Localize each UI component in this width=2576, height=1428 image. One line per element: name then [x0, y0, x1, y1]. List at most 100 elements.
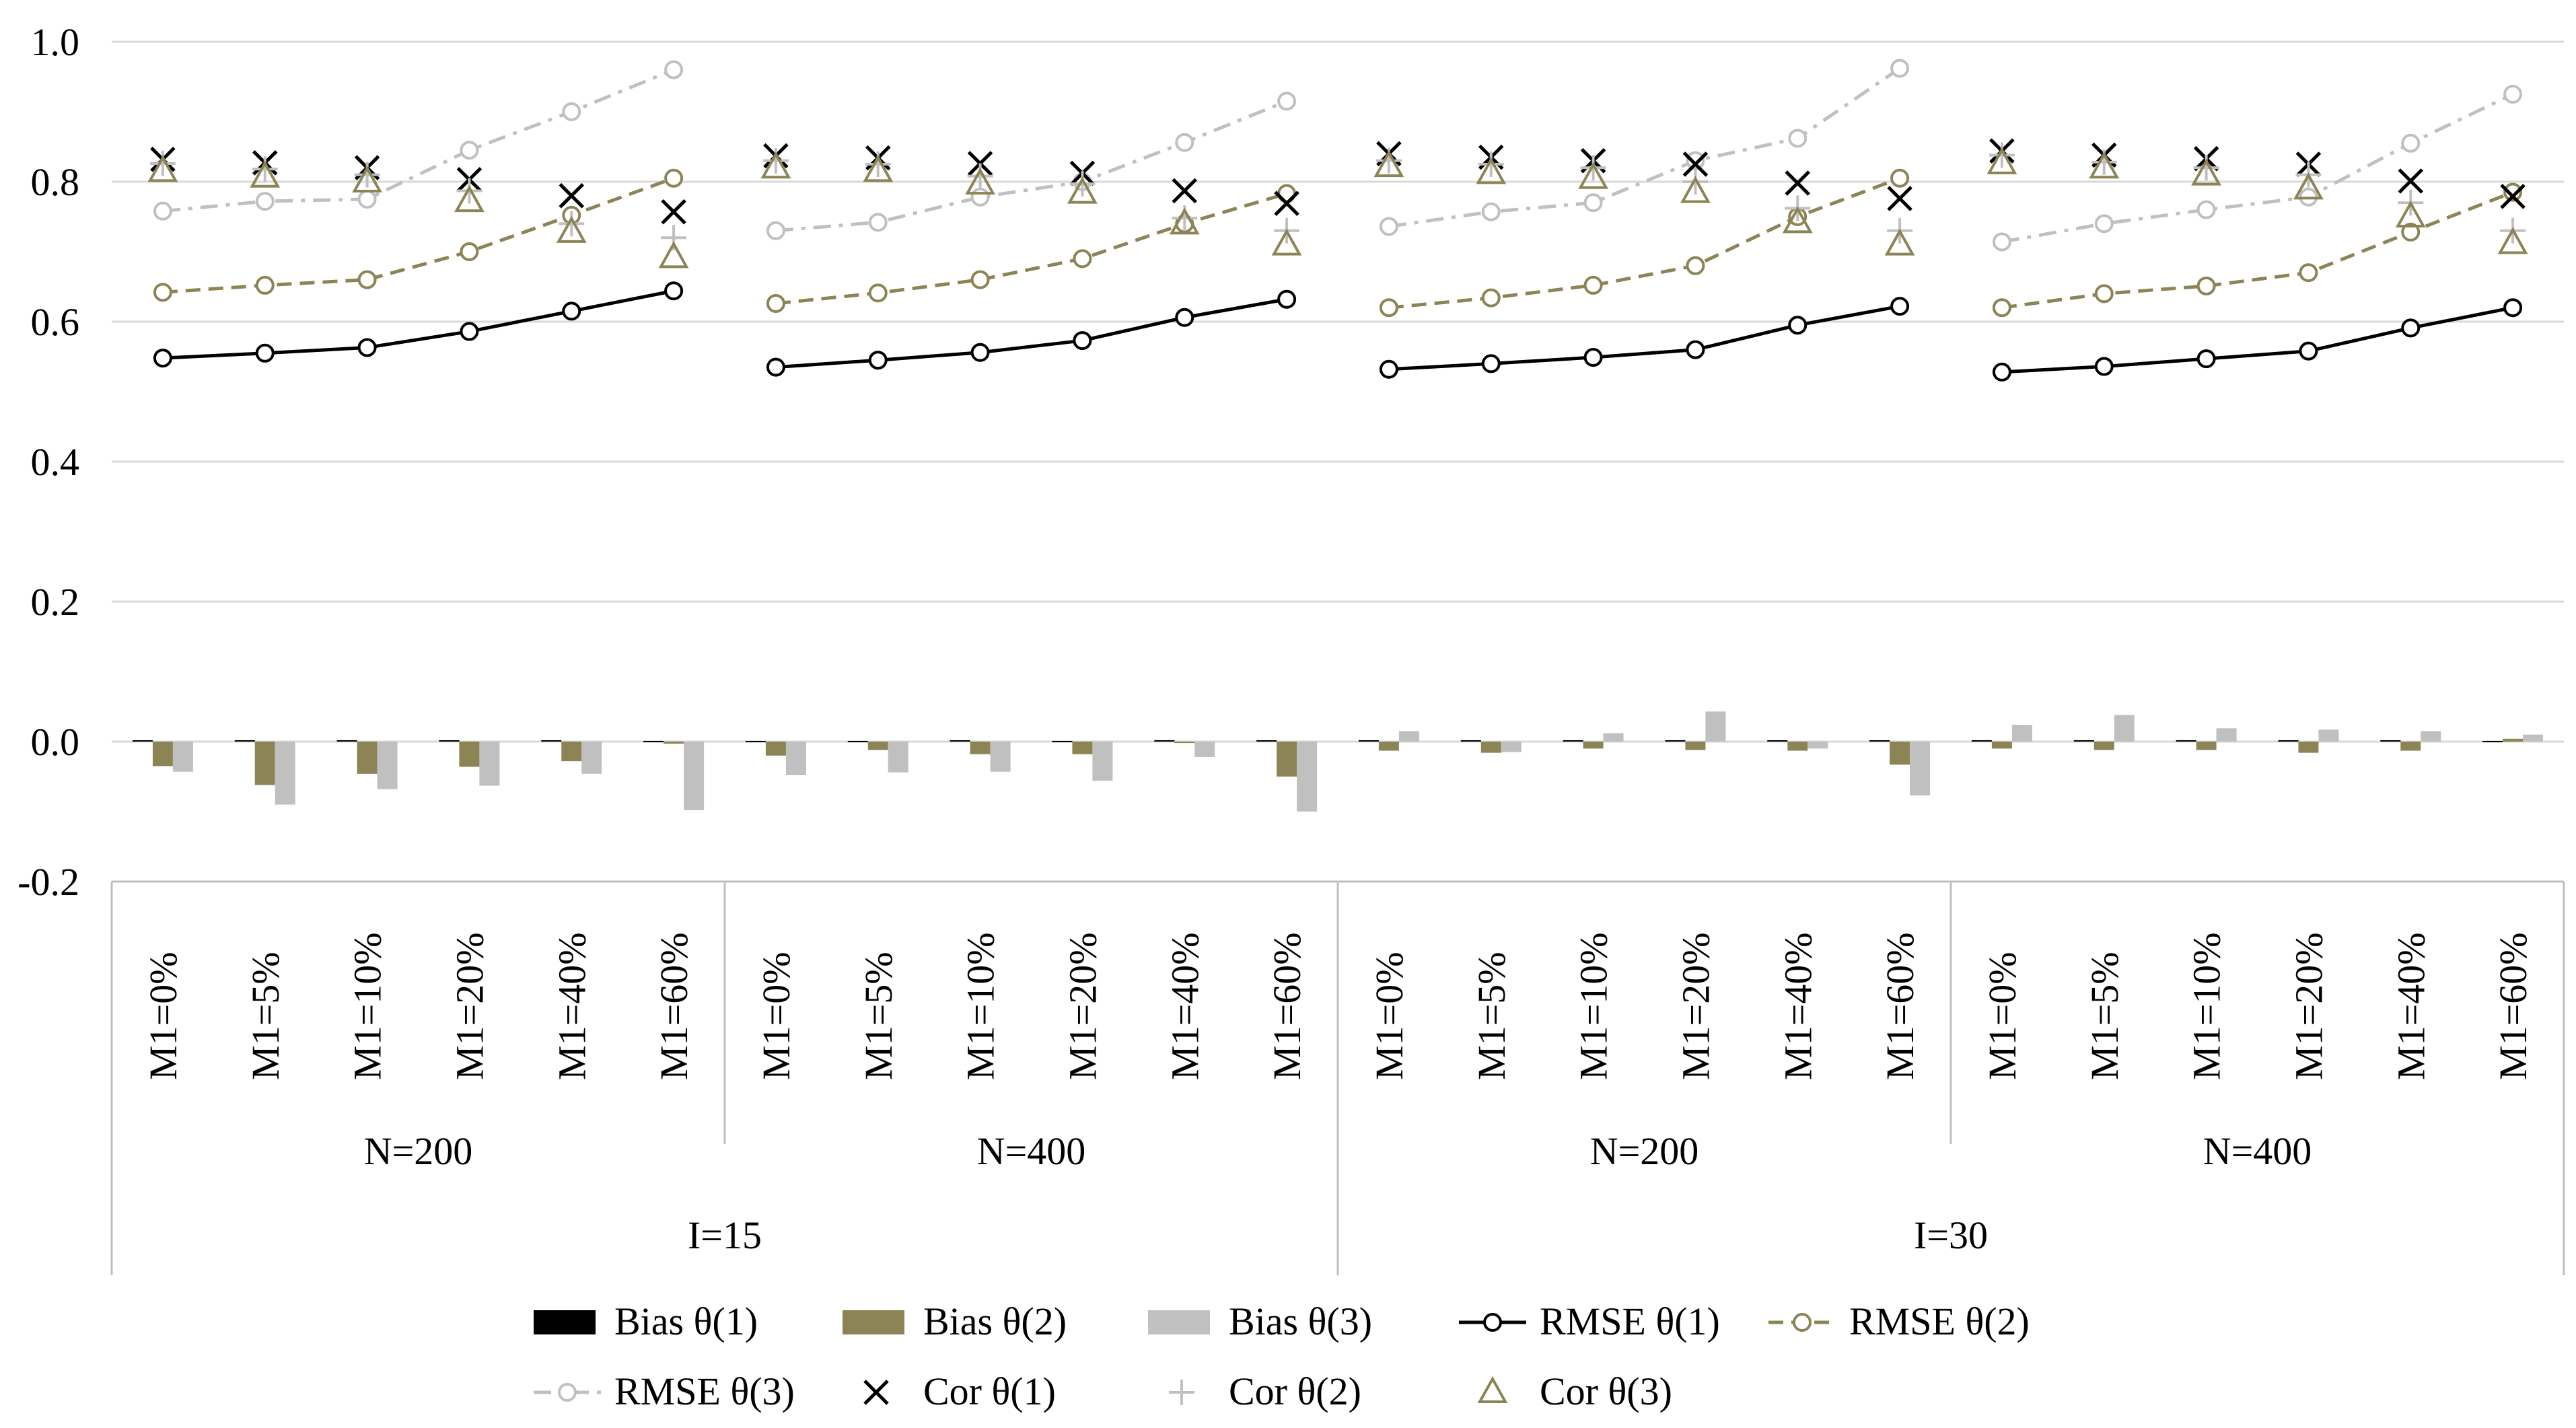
- bar-2: [2503, 738, 2524, 742]
- cor-point-plus: [1580, 155, 1606, 181]
- category-label: M1=40%: [1776, 932, 1820, 1080]
- bar-2: [1890, 742, 1910, 765]
- bar-3: [2011, 725, 2032, 742]
- line-point-4: [1686, 340, 1705, 359]
- line-point-6: [1992, 232, 2011, 252]
- legend-label: Cor θ(3): [1540, 1369, 1672, 1413]
- cor-point-x: [1172, 178, 1198, 204]
- cor-point-plus: [559, 211, 585, 237]
- cor-point-triangle: [2395, 200, 2426, 227]
- line-series-4: [775, 297, 1287, 369]
- series-markers: [147, 59, 2528, 382]
- cor-point-triangle: [1476, 157, 1507, 184]
- cor-point-triangle: [147, 155, 178, 182]
- bar-1: [1563, 740, 1583, 742]
- legend-marker: [863, 1380, 889, 1405]
- line-point-5: [664, 168, 684, 188]
- legend-label: Bias θ(2): [923, 1299, 1067, 1343]
- line-point-6: [255, 192, 275, 211]
- cor-point-plus: [1478, 151, 1504, 177]
- line-point-5: [766, 293, 785, 313]
- line-point-4: [1175, 308, 1194, 327]
- bar-2: [357, 742, 378, 774]
- legend-label: RMSE θ(2): [1849, 1299, 2030, 1343]
- legend-label: RMSE θ(3): [614, 1369, 795, 1413]
- bar-1: [1869, 740, 1890, 742]
- bar-1: [745, 740, 766, 742]
- category-label: M1=40%: [1163, 932, 1207, 1080]
- cor-point-x-stroke: [1172, 178, 1198, 204]
- line-point-4: [664, 281, 684, 301]
- bar-2: [1480, 742, 1501, 753]
- line-point-6: [460, 141, 479, 160]
- line-point-6: [562, 102, 581, 121]
- cor-point-triangle: [1169, 207, 1200, 235]
- line-point-4: [1890, 297, 1910, 316]
- category-label: M1=5%: [244, 952, 287, 1080]
- line-point-6: [1481, 202, 1501, 221]
- line-series-4: [162, 289, 674, 360]
- bar-1: [643, 740, 664, 742]
- cor-point-triangle: [1680, 176, 1711, 203]
- bar-1: [2073, 740, 2094, 742]
- line-point-5: [2503, 182, 2523, 202]
- category-label: M1=0%: [754, 952, 798, 1080]
- y-tick-label: 0.0: [31, 720, 80, 764]
- bar-2: [1991, 742, 2012, 749]
- line-series-6: [2001, 92, 2514, 244]
- line-point-4: [1583, 348, 1603, 367]
- cor-point-triangle: [1373, 150, 1404, 178]
- line-series-6: [1388, 67, 1901, 229]
- legend-label: Cor θ(2): [1229, 1369, 1361, 1413]
- line-point-4: [1073, 331, 1092, 351]
- bar-3: [2216, 728, 2237, 742]
- bar-3: [2114, 715, 2135, 742]
- cor-point-triangle: [863, 155, 894, 182]
- cor-point-triangle: [1884, 228, 1915, 256]
- line-point-6: [970, 187, 990, 207]
- category-label: M1=5%: [857, 952, 900, 1080]
- y-tick-label: 0.6: [31, 300, 80, 344]
- category-label: M1=10%: [346, 932, 390, 1080]
- bar-2: [1378, 742, 1399, 751]
- bar-3: [1603, 733, 1624, 742]
- line-point-4: [255, 343, 275, 363]
- cor-point-triangle: [1987, 147, 2017, 174]
- line-point-5: [1379, 298, 1398, 318]
- bar-3: [2523, 734, 2544, 742]
- cor-point-x-stroke: [1785, 170, 1811, 196]
- category-label: M1=60%: [1265, 932, 1309, 1080]
- category-label: M1=0%: [1367, 952, 1411, 1080]
- bar-3: [172, 742, 193, 772]
- category-label: M1=10%: [1572, 932, 1616, 1080]
- line-point-5: [255, 275, 275, 295]
- category-label: M1=40%: [2389, 932, 2433, 1080]
- line-point-5: [357, 270, 377, 289]
- bar-2: [561, 742, 582, 762]
- legend-marker: [1793, 1313, 1812, 1332]
- line-point-6: [1583, 193, 1603, 213]
- cor-point-triangle: [1067, 176, 1098, 204]
- category-label: M1=20%: [448, 932, 491, 1080]
- category-label: M1=60%: [1878, 932, 1922, 1080]
- line-point-6: [153, 201, 172, 221]
- bar-1: [2380, 740, 2401, 742]
- y-tick-label: 0.4: [31, 440, 80, 484]
- bar-3: [990, 742, 1011, 772]
- line-point-6: [1890, 59, 1910, 78]
- cor-point-triangle: [454, 185, 485, 213]
- line-point-6: [2196, 200, 2216, 219]
- bar-3: [275, 742, 295, 805]
- line-series-4: [1388, 304, 1900, 371]
- cor-point-x: [2398, 168, 2424, 194]
- bar-1: [847, 740, 868, 742]
- bar-1: [1767, 740, 1788, 742]
- y-tick-label: 0.8: [31, 160, 80, 204]
- line-point-6: [1175, 133, 1194, 152]
- line-point-6: [1788, 129, 1808, 148]
- line-series-4: [2001, 306, 2513, 374]
- line-point-4: [460, 322, 479, 341]
- cor-point-x-stroke: [1274, 190, 1299, 217]
- cor-point-triangle: [1271, 228, 1302, 256]
